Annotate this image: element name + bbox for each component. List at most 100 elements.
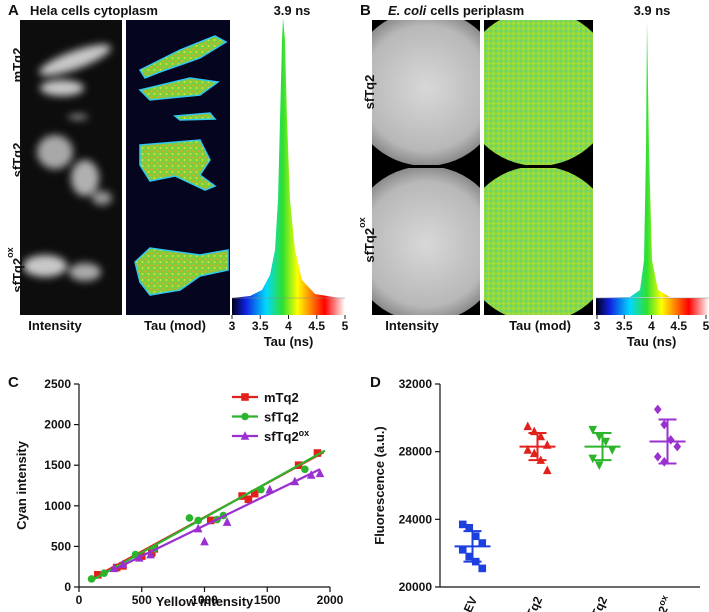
y-tick-label: 1500 xyxy=(44,458,71,472)
panel-label: C xyxy=(8,374,19,391)
marker xyxy=(523,421,533,431)
legend-label-sup: ox xyxy=(299,428,310,438)
x-tick-label: 2000 xyxy=(317,593,344,607)
marker xyxy=(244,495,253,504)
marker xyxy=(523,445,533,454)
x-tick-label: 3 xyxy=(594,319,601,333)
title-italic: E. coli xyxy=(388,3,427,18)
y-tick-label: 32000 xyxy=(399,377,433,391)
panel-title-text: cells periplasm xyxy=(430,3,524,18)
marker xyxy=(607,446,617,455)
y-axis-title: Fluorescence (a.u.) xyxy=(372,426,387,544)
y-tick-label: 24000 xyxy=(399,512,433,526)
marker xyxy=(206,516,215,525)
x-tick-label: mTq2 xyxy=(519,594,545,612)
ecoli-histogram xyxy=(596,20,709,315)
marker xyxy=(265,484,275,494)
marker xyxy=(478,539,487,547)
peak-label: 3.9 ns xyxy=(634,3,671,18)
peak-label: 3.9 ns xyxy=(274,3,311,18)
legend-label-text: mTq2 xyxy=(264,390,299,405)
marker xyxy=(588,454,598,464)
row-label-sup: ox xyxy=(5,247,15,258)
panel-label: A xyxy=(8,2,19,19)
x-tick-label: 0 xyxy=(76,593,83,607)
legend-label-text: sfTq2 xyxy=(264,410,299,425)
marker xyxy=(313,449,322,457)
x-tick-label: 3.5 xyxy=(616,319,633,333)
marker xyxy=(666,435,675,445)
legend-label: mTq2 xyxy=(264,390,299,405)
row-label-text: sfTq2 xyxy=(10,143,25,178)
x-tick-label-text: mTq2 xyxy=(519,594,545,612)
marker xyxy=(458,520,467,529)
row-label: sfTq2ox xyxy=(5,247,24,292)
column-label: Tau (mod) xyxy=(144,318,206,333)
marker xyxy=(465,552,474,561)
legend-label: sfTq2 xyxy=(264,410,299,425)
marker xyxy=(529,448,539,458)
row-label-text: sfTq2 xyxy=(362,75,377,110)
marker xyxy=(673,441,682,452)
panel-title: E. coli cells periplasm xyxy=(388,3,524,18)
panel-label: B xyxy=(360,2,371,19)
x-axis-title: Yellow intensity xyxy=(156,594,254,609)
marker xyxy=(653,451,662,462)
row-label-text: mTq2 xyxy=(10,48,25,83)
x-tick-label: 3.5 xyxy=(252,319,269,333)
row-label: mTq2 xyxy=(10,48,25,83)
x-tick-label-text: sfTq2 xyxy=(584,594,610,612)
x-tick-label: 5 xyxy=(342,319,349,333)
legend-label: sfTq2ox xyxy=(264,428,309,444)
x-tick-label-sup: ox xyxy=(656,594,670,608)
row-label-sup: ox xyxy=(357,217,367,228)
x-axis-title: Tau (ns) xyxy=(264,334,314,349)
x-tick-label: EV xyxy=(461,594,480,612)
marker xyxy=(200,536,209,546)
panel-title: Hela cells cytoplasm xyxy=(30,3,158,18)
legend-marker xyxy=(241,412,249,421)
marker xyxy=(478,564,487,573)
x-tick-label: 4 xyxy=(285,319,292,333)
row-label: sfTq2 xyxy=(362,75,377,110)
y-tick-label: 2000 xyxy=(44,418,71,432)
column-label: Intensity xyxy=(28,318,82,333)
marker xyxy=(87,575,96,583)
marker xyxy=(660,419,669,430)
x-tick-label: sfTq2 xyxy=(584,594,610,612)
hela-histogram xyxy=(232,18,345,315)
marker xyxy=(594,432,604,442)
x-tick-label: 1500 xyxy=(254,593,281,607)
marker xyxy=(660,457,669,467)
legend-label-text: sfTq2 xyxy=(264,429,299,444)
marker xyxy=(601,437,611,447)
x-tick-label: sfTq2ox xyxy=(643,594,675,612)
fit-line xyxy=(116,468,321,570)
y-tick-label: 1000 xyxy=(44,499,71,513)
hela-intensity-image xyxy=(20,20,122,315)
legend-marker xyxy=(240,431,250,440)
x-tick-label: 4.5 xyxy=(308,319,325,333)
column-label: Tau (mod) xyxy=(509,318,571,333)
x-tick-label: 500 xyxy=(132,593,152,607)
x-tick-label: 4 xyxy=(648,319,655,333)
marker xyxy=(250,489,259,498)
row-label: sfTq2 xyxy=(10,143,25,178)
hela-tau-image xyxy=(126,20,230,315)
marker xyxy=(146,549,155,559)
panel-label: D xyxy=(370,374,381,391)
row-label: sfTq2ox xyxy=(357,217,376,262)
marker xyxy=(301,465,309,474)
legend-marker xyxy=(241,393,249,401)
marker xyxy=(653,404,662,415)
y-axis-title: Cyan intensity xyxy=(14,440,29,530)
marker xyxy=(588,425,598,435)
marker xyxy=(594,461,604,470)
marker xyxy=(315,468,325,478)
y-tick-label: 2500 xyxy=(44,377,71,391)
marker xyxy=(471,532,480,541)
x-tick-label: 5 xyxy=(703,319,709,333)
x-tick-label-text: EV xyxy=(461,594,480,612)
marker xyxy=(185,514,194,522)
